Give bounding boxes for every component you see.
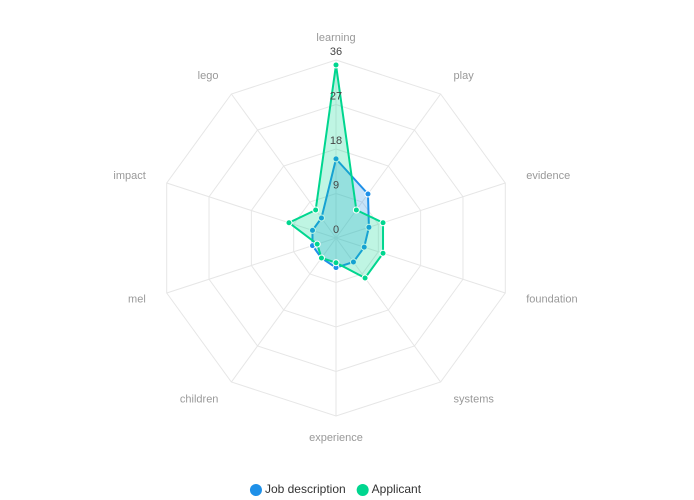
grid-spoke (166, 237, 337, 294)
data-point (361, 274, 369, 282)
category-label: evidence (526, 170, 570, 182)
data-point (332, 259, 340, 267)
data-point (379, 249, 387, 257)
data-point (332, 155, 340, 163)
data-point (285, 219, 293, 227)
data-point (308, 226, 316, 234)
data-point (317, 214, 325, 222)
y-tick-label: 0 (333, 224, 339, 236)
category-label: foundation (526, 294, 577, 306)
data-point (313, 240, 321, 248)
series (285, 61, 387, 282)
category-label: systems (454, 394, 495, 406)
legend-label: Applicant (372, 482, 422, 496)
category-label: lego (198, 70, 219, 82)
legend-label: Job description (265, 482, 346, 496)
data-point (332, 61, 340, 69)
y-tick-label: 18 (330, 135, 342, 147)
data-point (352, 206, 360, 214)
data-point (379, 219, 387, 227)
data-point (317, 254, 325, 262)
category-label: impact (113, 170, 145, 182)
data-point (360, 243, 368, 251)
data-point (364, 190, 372, 198)
category-label: mel (128, 294, 146, 306)
legend: Job description Applicant (249, 482, 422, 496)
grid-spoke (166, 182, 337, 239)
y-tick-label: 36 (330, 46, 342, 58)
grid-spoke (230, 237, 337, 383)
y-tick-label: 27 (330, 90, 342, 102)
y-tick-label: 9 (333, 179, 339, 191)
grid-spoke (335, 93, 442, 239)
category-label: children (180, 394, 219, 406)
data-point (349, 258, 357, 266)
category-label: experience (309, 432, 363, 444)
grid-spoke (335, 182, 506, 239)
data-point (312, 206, 320, 214)
category-label: play (454, 70, 475, 82)
legend-marker (356, 484, 369, 496)
data-point (365, 223, 373, 231)
grid-spoke (230, 93, 337, 239)
category-label: learning (316, 32, 355, 44)
legend-marker (249, 484, 262, 496)
